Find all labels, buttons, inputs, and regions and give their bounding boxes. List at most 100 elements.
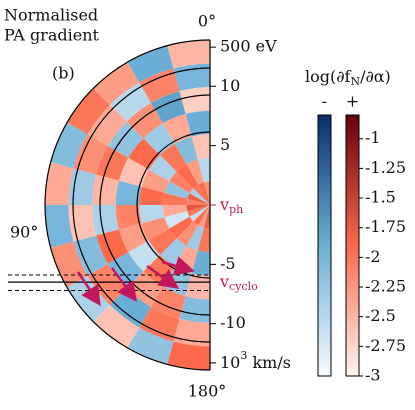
vph-label-sub: ph [229,203,243,216]
arrow [161,256,195,276]
heat-cell [141,217,170,241]
colorbar-title: log(∂fN/∂α) [305,67,391,89]
energy-arc [72,67,211,343]
heat-cell [193,184,210,205]
arrow [76,271,101,307]
angle-label: 90° [10,223,38,242]
colorbar-title-b: /∂α) [360,67,391,86]
vcyclo-label-sub: cyclo [229,280,258,293]
unit-label-rest: km/s [247,352,291,371]
heat-cell [50,122,88,169]
heat-cell [109,82,152,122]
y-tick-label: 10 [220,76,240,95]
legend-label: - [322,92,327,111]
arrow [146,264,180,289]
colorbar-tick-label: -3 [365,366,381,385]
heat-cell [186,159,204,185]
heat-cell [159,238,187,267]
heat-cell [176,221,199,246]
heat-cell [186,205,210,212]
y-tick-label: -10 [220,313,246,332]
heat-cell [92,174,119,205]
heat-cell [164,181,190,199]
heat-cell [45,205,74,248]
energy-arc [99,94,211,316]
vph-label-main: v [219,195,229,214]
colorbar-tick-label: -2.75 [365,336,406,355]
heat-cell [128,240,160,272]
vcyclo-label: vcyclo [219,272,258,294]
heat-cell [189,188,210,205]
energy-arc [44,39,211,371]
title: PA gradient [4,26,100,45]
colorbar-tick-label: -1.25 [365,158,406,177]
heat-cell [139,307,180,342]
heat-cell [127,327,174,365]
heat-cell [162,205,188,218]
heat-cell [151,286,186,319]
heat-cell [198,182,210,205]
unit-label: 103 km/s [220,349,291,372]
colorbar-tick-label: -2.5 [365,306,396,325]
heat-cell [73,134,108,175]
heat-cell [92,205,119,236]
heat-cell [87,263,127,306]
heat-cell [127,45,174,83]
heat-cell [107,252,144,289]
heat-cell [115,180,142,205]
heat-cell [176,164,199,189]
colorbar-tick-label: -1.75 [365,217,406,236]
heat-cell [203,205,210,229]
heat-cell [193,205,210,226]
heat-cell [179,296,210,323]
heat-cell [203,181,210,205]
heat-cell [107,121,144,158]
colorbar [345,114,360,377]
panel-label: (b) [52,64,75,83]
vph-label: vph [219,195,243,217]
colorbar-title-a: log(∂f [305,67,352,86]
heat-cell [139,68,180,103]
heat-cell [187,205,210,217]
heat-cell [45,162,74,205]
heat-cell [164,211,190,229]
heat-cell [141,169,170,193]
colorbar [317,114,332,377]
heat-cell [139,186,165,205]
heat-cell [148,154,177,182]
heat-cell [115,205,142,230]
colorbar-title-sub: N [350,75,360,88]
angle-label: 0° [198,12,216,31]
heat-cell [169,216,194,239]
heat-cell [185,110,210,137]
heat-cell [186,225,204,251]
heat-cell [174,136,198,165]
heat-cell [191,134,210,160]
colorbar-tick-label: -1 [365,128,381,147]
heat-cell [151,91,186,124]
y-tick-label: 500 eV [220,37,277,56]
heat-cell [191,250,210,276]
y-tick-label: 5 [220,135,230,154]
heat-cell [148,228,177,256]
legend-label: + [346,92,359,111]
heat-cell [93,62,140,105]
heat-cell [179,87,210,114]
colorbar-tick-label: -2 [365,247,381,266]
y-tick-label: -5 [220,254,236,273]
heat-cell [93,305,140,348]
heat-cell [169,171,194,194]
title: Normalised [4,6,98,25]
heat-cell [67,88,110,135]
heat-cell [143,123,175,155]
heat-cell [185,273,210,300]
heat-cell [197,227,210,253]
colorbar-tick-label: -1.5 [365,188,396,207]
heat-cell [162,192,188,205]
arrow [110,267,137,303]
heat-cell [96,146,129,181]
unit-label-sub: 3 [240,349,247,362]
vcyclo-label-main: v [219,272,229,291]
